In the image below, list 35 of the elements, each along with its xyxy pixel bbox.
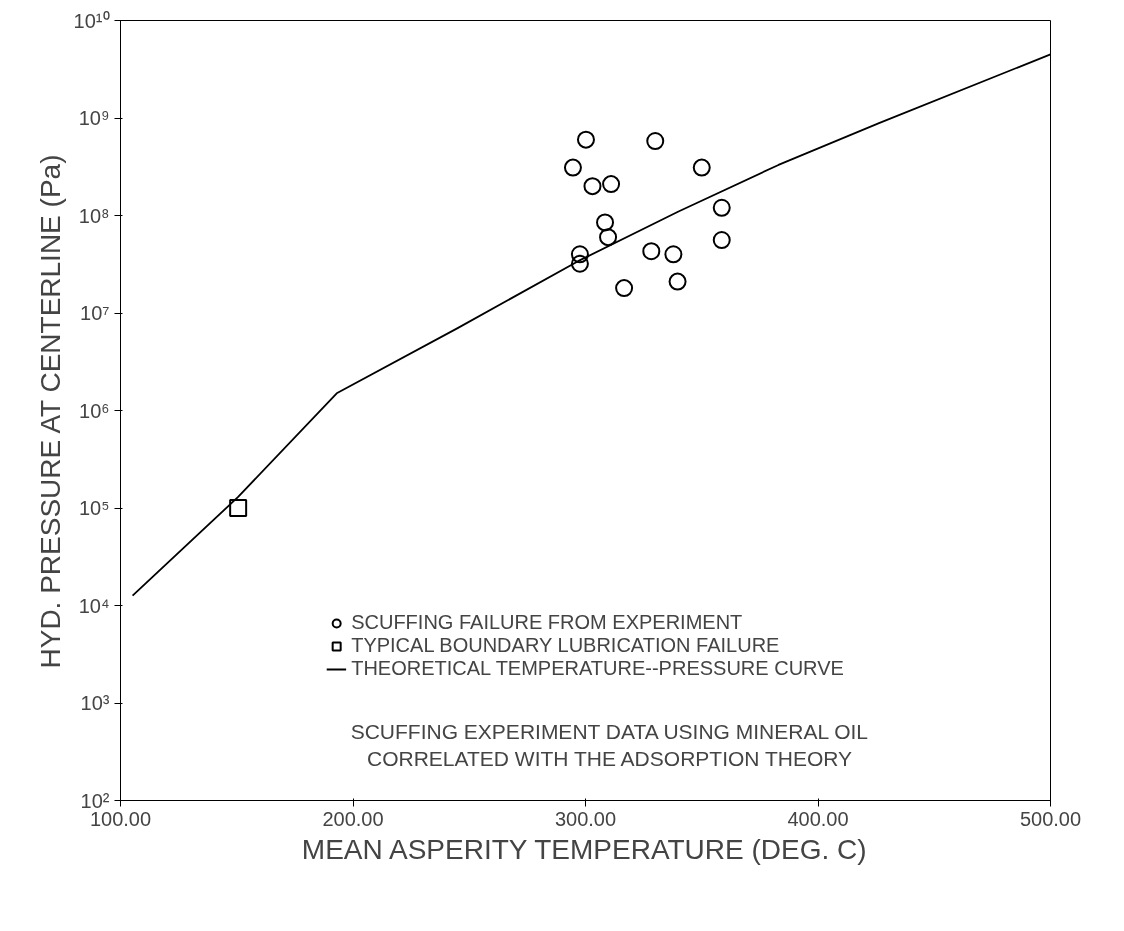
- point: [596, 213, 615, 232]
- point: [576, 130, 595, 149]
- x-tick-label: 500.00: [1019, 807, 1082, 830]
- y-tick-label: 10⁹: [78, 107, 110, 129]
- y-tick-label: 10⁷: [80, 302, 110, 324]
- point: [664, 245, 683, 264]
- y-tick-label: 10⁶: [79, 399, 110, 422]
- x-tick-label: 200.00: [322, 807, 384, 830]
- point: [712, 198, 731, 217]
- point: [570, 254, 589, 273]
- point: [642, 242, 661, 261]
- y-axis-title: HYD. PRESSURE AT CENTERLINE (Pa): [34, 154, 66, 669]
- y-tick-label: 10¹⁰: [73, 9, 110, 32]
- point: [570, 245, 589, 264]
- legend-label: SCUFFING FAILURE FROM EXPERIMENT: [351, 611, 743, 634]
- y-tick-label: 10³: [80, 692, 110, 714]
- x-tick-label: 400.00: [787, 807, 849, 830]
- point: [229, 499, 248, 517]
- point: [563, 158, 582, 177]
- legend-label: TYPICAL BOUNDARY LUBRICATION FAILURE: [351, 634, 780, 657]
- point: [692, 158, 711, 177]
- y-tick-label: 10⁸: [78, 204, 110, 227]
- point: [668, 272, 687, 291]
- point: [599, 228, 618, 247]
- x-axis-title: MEAN ASPERITY TEMPERATURE (DEG. C): [301, 833, 867, 865]
- point: [712, 231, 731, 250]
- y-tick-label: 10⁵: [78, 497, 110, 519]
- x-tick-label: 300.00: [554, 807, 617, 830]
- y-tick-label: 10⁴: [78, 594, 110, 617]
- point: [615, 279, 634, 298]
- point: [646, 132, 665, 151]
- annotation: SCUFFING EXPERIMENT DATA USING MINERAL OIL CORRELATED WITH THE ADSORPTION THEORY: [350, 719, 868, 771]
- legend-label: THEORETICAL TEMPERATURE--PRESSURE CURVE: [351, 657, 844, 680]
- point: [583, 177, 602, 196]
- point: [602, 175, 621, 194]
